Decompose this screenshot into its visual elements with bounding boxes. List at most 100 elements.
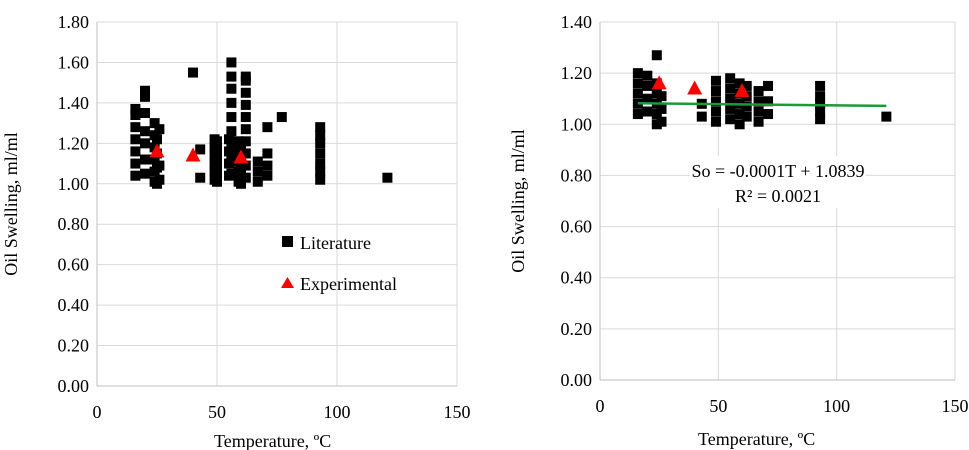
data-point-square <box>240 136 251 147</box>
data-point-square <box>240 71 251 82</box>
data-point-square <box>710 86 721 97</box>
data-point-square <box>140 138 150 149</box>
data-point-square <box>642 106 653 117</box>
data-point-square <box>881 111 892 122</box>
data-point-square <box>710 116 721 127</box>
data-point-square <box>252 176 263 187</box>
trendline-line <box>637 101 887 108</box>
data-point-square <box>315 166 326 177</box>
data-point-square <box>252 156 263 167</box>
data-point-square <box>240 172 251 183</box>
legend-marker-experimental <box>281 277 294 288</box>
legend-label-experimental: Experimental <box>300 274 397 294</box>
data-point-square <box>753 86 764 97</box>
data-point-square <box>252 166 263 177</box>
plot-background <box>97 22 457 386</box>
x-tick-label: 100 <box>823 396 850 416</box>
data-point-square <box>651 50 662 61</box>
data-points <box>632 50 892 130</box>
y-tick-label: 0.20 <box>58 336 90 356</box>
data-point-square <box>632 68 643 79</box>
data-point-square <box>382 172 393 183</box>
data-point-square <box>734 109 745 120</box>
data-point-square <box>226 97 237 108</box>
data-point-square <box>236 142 246 153</box>
data-points <box>130 57 393 189</box>
y-tick-label: 0.80 <box>561 165 593 185</box>
y-tick-label: 0.80 <box>58 214 90 234</box>
data-point-square <box>815 114 826 125</box>
data-point-square <box>212 144 222 155</box>
chart-right-svg: 0.00 0.20 0.40 0.60 0.80 1.00 1.20 1.40 0 50 100 1… <box>508 12 969 449</box>
data-point-square <box>725 73 736 84</box>
data-point-square <box>725 103 736 114</box>
data-point-square <box>763 96 774 107</box>
y-tick-label: 1.00 <box>561 114 593 134</box>
y-tick-label: 1.60 <box>58 52 90 72</box>
data-point-square <box>212 168 222 179</box>
data-point-square <box>240 99 251 110</box>
data-point-square <box>642 93 653 104</box>
data-point-square <box>226 126 237 137</box>
data-point-square <box>154 160 165 171</box>
data-point-square <box>195 172 206 183</box>
axes <box>96 22 457 387</box>
data-point-square <box>130 103 141 114</box>
data-point-square <box>130 170 141 181</box>
data-point-square <box>741 101 752 112</box>
data-point-square <box>656 91 667 102</box>
y-tick-label: 0.20 <box>561 319 593 339</box>
data-point-square <box>212 152 222 163</box>
data-point-square <box>763 109 774 120</box>
data-point-square <box>753 116 764 127</box>
data-point-square <box>240 148 251 159</box>
data-point-square <box>149 118 160 129</box>
data-point-square <box>315 138 326 149</box>
data-point-square <box>130 122 141 133</box>
data-point-square <box>656 116 667 127</box>
gridlines <box>600 21 956 380</box>
data-point-square <box>233 136 244 147</box>
data-point-square <box>710 75 721 86</box>
data-point-square <box>753 96 764 107</box>
x-tick-label: 0 <box>93 402 102 422</box>
data-point-triangle <box>687 80 703 95</box>
data-point-square <box>224 134 234 145</box>
data-point-square <box>226 154 237 165</box>
y-axis-label: Oil Swelling, ml/ml <box>508 129 528 273</box>
data-point-triangle <box>149 143 165 158</box>
data-point-square <box>130 158 141 169</box>
data-point-square <box>262 122 273 133</box>
data-point-square <box>656 103 667 114</box>
chart-left: 0.00 0.20 0.40 0.60 0.80 1.00 1.20 1.40 1.60 1.80… <box>0 0 475 450</box>
trendline <box>637 101 887 108</box>
x-tick-label: 150 <box>444 402 471 422</box>
x-tick-label: 50 <box>208 402 226 422</box>
data-point-square <box>734 78 745 89</box>
x-tick-label: 0 <box>596 396 605 416</box>
data-point-square <box>710 106 721 117</box>
data-point-square <box>130 110 141 121</box>
data-point-square <box>741 111 752 122</box>
data-point-square <box>149 142 160 153</box>
y-tick-label: 1.80 <box>58 12 90 32</box>
data-point-square <box>226 57 237 68</box>
data-point-triangle <box>651 75 667 90</box>
chart-right: 0.00 0.20 0.40 0.60 0.80 1.00 1.20 1.40 0 50 100 1… <box>494 0 969 450</box>
data-point-square <box>140 168 150 179</box>
data-point-square <box>212 160 222 171</box>
data-point-square <box>315 158 326 169</box>
legend-marker-literature <box>282 236 293 247</box>
data-point-square <box>130 134 141 145</box>
data-point-square <box>140 91 150 102</box>
data-point-square <box>236 178 246 189</box>
data-point-square <box>315 122 326 133</box>
trendline-equation: So = -0.0001T + 1.0839 <box>692 161 865 181</box>
y-tick-label: 0.40 <box>58 295 90 315</box>
data-point-square <box>753 106 764 117</box>
data-point-square <box>642 80 653 91</box>
data-point-square <box>212 136 222 147</box>
data-point-square <box>725 93 736 104</box>
data-point-square <box>212 176 222 187</box>
data-point-square <box>315 130 326 141</box>
